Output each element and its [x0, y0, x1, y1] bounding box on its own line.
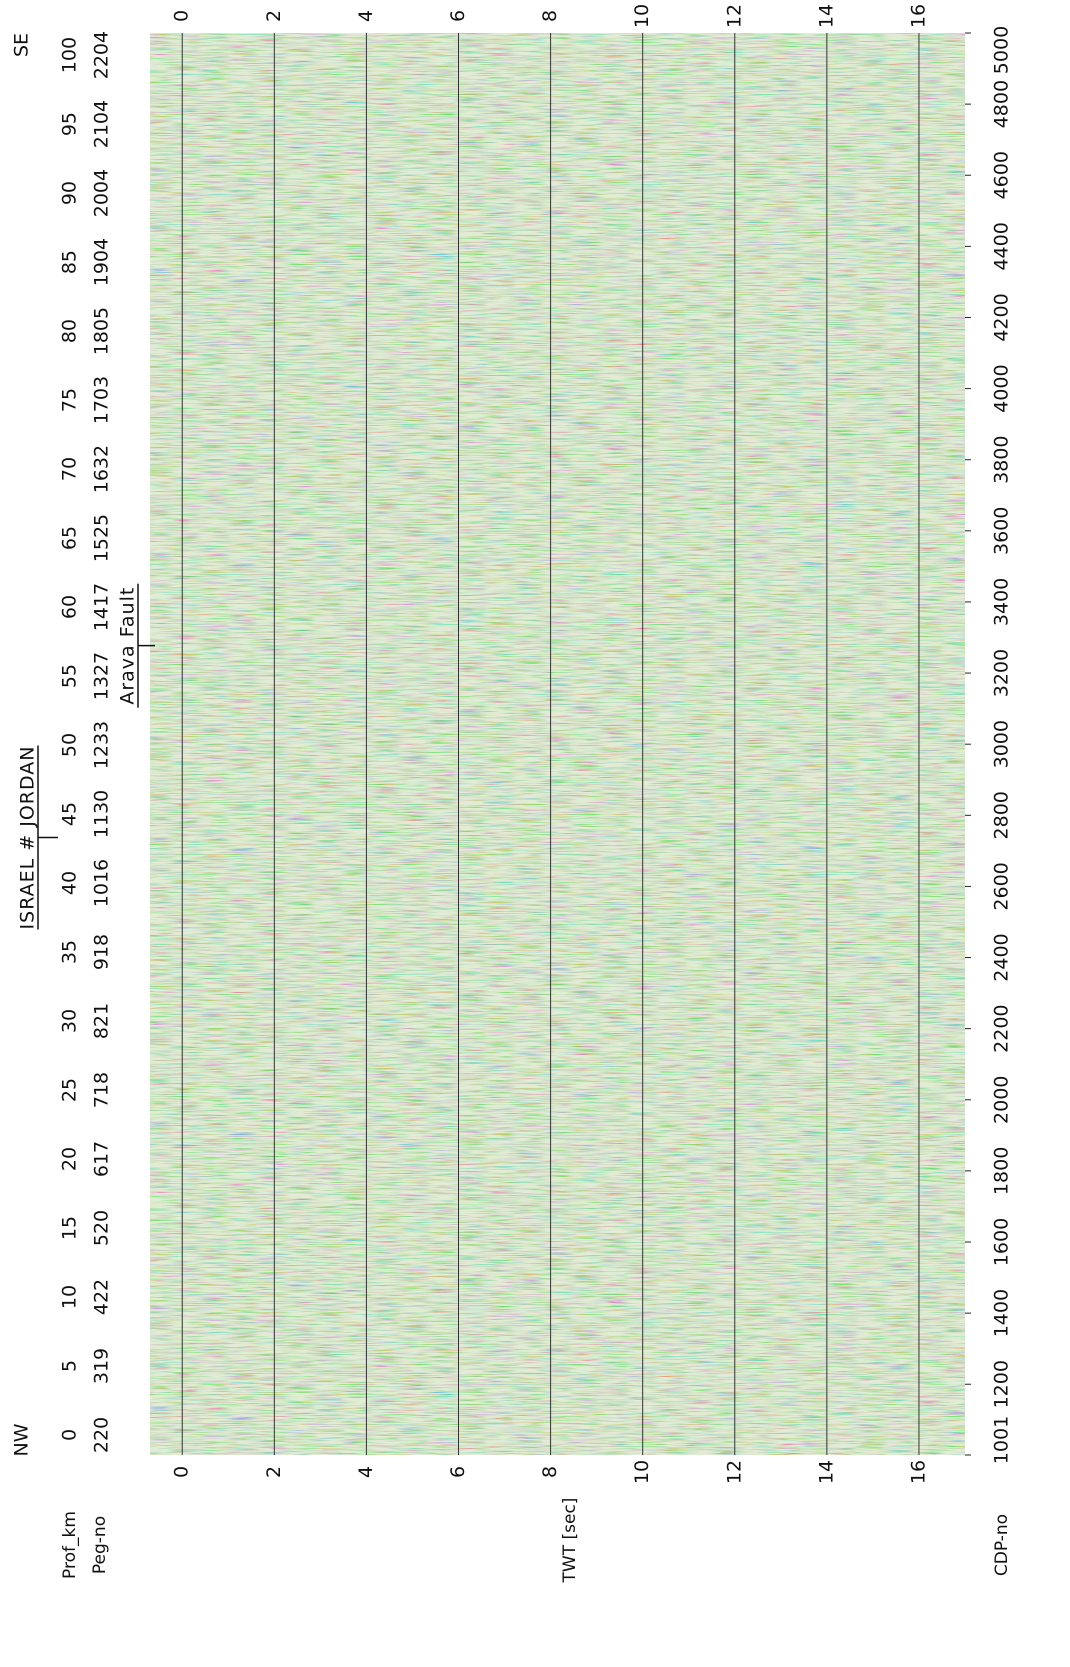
peg-label: 617	[91, 1141, 113, 1177]
peg-label: 1233	[91, 721, 113, 769]
peg-label: 220	[91, 1417, 113, 1453]
y-tick-label-top: 8	[539, 10, 561, 22]
y-tick-label-bottom: 14	[815, 1460, 837, 1484]
peg-label: 1703	[91, 376, 113, 424]
x-tick-label: 2000	[991, 1076, 1013, 1124]
annotation: ISRAEL # JORDAN	[17, 746, 39, 930]
peg-label: 1417	[91, 583, 113, 631]
x2-axis-title: Prof_km	[60, 1511, 80, 1579]
x2-tick-label: 35	[59, 940, 81, 964]
peg-label: 1130	[91, 790, 113, 838]
peg-label: 718	[91, 1072, 113, 1108]
x-tick-label: 2200	[991, 1004, 1013, 1052]
peg-label: 2004	[91, 169, 113, 217]
y-tick-label-bottom: 6	[447, 1466, 469, 1478]
x-tick-label: 5000	[991, 26, 1013, 74]
x-tick-label: 1600	[991, 1218, 1013, 1266]
x2-tick-label: 80	[59, 319, 81, 343]
x2-tick-label: 100	[59, 37, 81, 73]
peg-label: 1016	[91, 859, 113, 907]
annotation: Arava Fault	[117, 587, 139, 705]
x-tick-label: 1001	[991, 1416, 1013, 1464]
x-tick-label: 1400	[991, 1289, 1013, 1337]
x2-tick-label: 25	[59, 1078, 81, 1102]
x2-tick-label: 95	[59, 112, 81, 136]
y-axis-title: TWT [sec]	[560, 1498, 580, 1584]
y-tick-label-bottom: 8	[539, 1466, 561, 1478]
y-tick-label-top: 4	[355, 10, 377, 22]
peg-label: 1327	[91, 652, 113, 700]
x2-tick-label: 55	[59, 664, 81, 688]
peg-label: 319	[91, 1348, 113, 1384]
y-tick-label-top: 0	[171, 10, 193, 22]
x-tick-label: 1200	[991, 1360, 1013, 1408]
x2-tick-label: 30	[59, 1009, 81, 1033]
x2-tick-label: 90	[59, 181, 81, 205]
x-tick-label: 3600	[991, 507, 1013, 555]
x2-tick-label: 65	[59, 526, 81, 550]
x-tick-label: 1800	[991, 1147, 1013, 1195]
peg-label: 1805	[91, 307, 113, 355]
y-tick-label-top: 14	[815, 4, 837, 28]
y-tick-label-bottom: 4	[355, 1466, 377, 1478]
x-axis-title: CDP-no	[992, 1514, 1012, 1576]
peg-label: 2104	[91, 100, 113, 148]
x2-tick-label: 10	[59, 1285, 81, 1309]
peg-label: 1632	[91, 445, 113, 493]
x2-tick-label: 5	[59, 1360, 81, 1372]
y-tick-label-top: 16	[907, 4, 929, 28]
x-tick-label: 3200	[991, 649, 1013, 697]
peg-label: 520	[91, 1210, 113, 1246]
peg-axis-title: Peg-no	[90, 1516, 110, 1574]
x-tick-label: 4800	[991, 80, 1013, 128]
x2-tick-label: 75	[59, 388, 81, 412]
x-tick-label: 3000	[991, 720, 1013, 768]
x2-tick-label: 0	[59, 1429, 81, 1441]
x2-tick-label: 40	[59, 871, 81, 895]
peg-label: 821	[91, 1003, 113, 1039]
x-tick-label: 2400	[991, 933, 1013, 981]
y-tick-label-bottom: 10	[631, 1460, 653, 1484]
y-tick-label-top: 12	[723, 4, 745, 28]
x-tick-label: 3800	[991, 436, 1013, 484]
peg-label: 2204	[91, 31, 113, 79]
x-tick-label: 2600	[991, 862, 1013, 910]
left-label: NW	[11, 1423, 33, 1456]
x2-tick-label: 70	[59, 457, 81, 481]
x2-tick-label: 60	[59, 595, 81, 619]
peg-label: 1525	[91, 514, 113, 562]
y-tick-label-bottom: 2	[263, 1466, 285, 1478]
right-label: SE	[11, 33, 33, 57]
y-tick-label-top: 2	[263, 10, 285, 22]
y-tick-label-bottom: 12	[723, 1460, 745, 1484]
x-tick-label: 3400	[991, 578, 1013, 626]
x2-tick-label: 85	[59, 250, 81, 274]
peg-label: 918	[91, 934, 113, 970]
x-tick-label: 4600	[991, 151, 1013, 199]
x-tick-label: 2800	[991, 791, 1013, 839]
seismic-texture	[150, 33, 965, 1455]
x-tick-label: 4000	[991, 364, 1013, 412]
x-tick-label: 4400	[991, 222, 1013, 270]
y-tick-label-bottom: 0	[171, 1466, 193, 1478]
peg-label: 1904	[91, 238, 113, 286]
y-tick-label-top: 6	[447, 10, 469, 22]
x2-tick-label: 15	[59, 1216, 81, 1240]
x2-tick-label: 20	[59, 1147, 81, 1171]
x2-tick-label: 45	[59, 802, 81, 826]
y-tick-label-bottom: 16	[907, 1460, 929, 1484]
x2-tick-label: 50	[59, 733, 81, 757]
x-tick-label: 4200	[991, 293, 1013, 341]
peg-label: 422	[91, 1279, 113, 1315]
y-tick-label-top: 10	[631, 4, 653, 28]
